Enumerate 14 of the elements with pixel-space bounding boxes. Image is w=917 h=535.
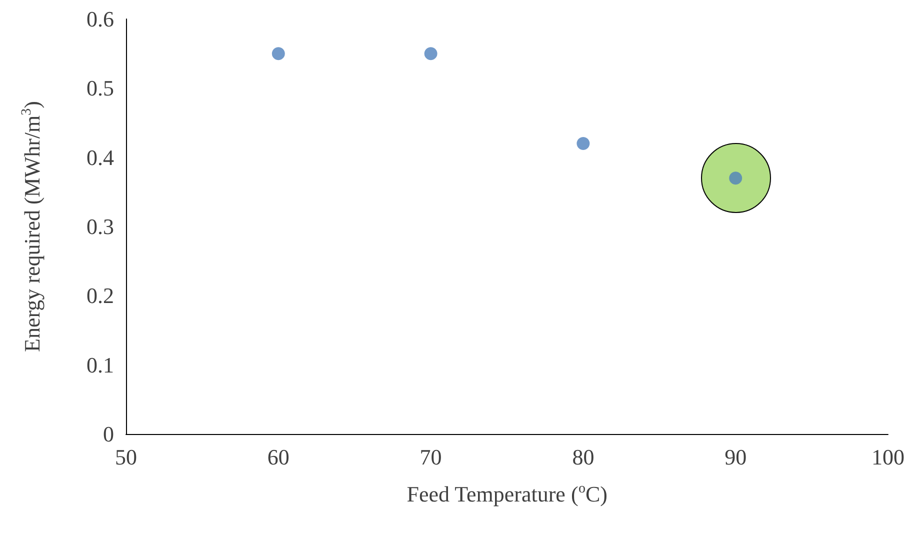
y-tick-label: 0.5 — [86, 76, 114, 101]
x-tick-label: 80 — [572, 444, 594, 470]
y-tick-label: 0.1 — [86, 352, 114, 378]
x-tick-label: 100 — [872, 444, 904, 470]
y-tick-label: 0.6 — [86, 6, 114, 32]
x-tick-label: 60 — [267, 444, 290, 470]
x-tick-label: 50 — [115, 444, 137, 470]
y-tick-label: 0 — [103, 422, 114, 446]
x-tick-label: 90 — [724, 444, 747, 470]
y-tick-label: 0.4 — [86, 144, 114, 170]
x-tick-label: 70 — [420, 444, 442, 470]
y-tick-label: 0.2 — [86, 283, 114, 308]
y-tick-label: 0.3 — [86, 214, 114, 239]
y-axis-title: Energy required (MWhr/m3) — [20, 101, 44, 352]
